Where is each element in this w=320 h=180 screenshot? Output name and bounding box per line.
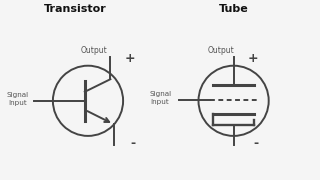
Text: Output: Output <box>81 46 108 55</box>
Text: Tube: Tube <box>219 4 248 14</box>
Text: Signal
Input: Signal Input <box>7 92 29 106</box>
Text: +: + <box>247 52 258 65</box>
Text: -: - <box>253 137 259 150</box>
Text: -: - <box>130 137 135 150</box>
Text: Signal
Input: Signal Input <box>149 91 171 105</box>
Text: Output: Output <box>207 46 234 55</box>
Text: Transistor: Transistor <box>44 4 107 14</box>
Text: +: + <box>124 52 135 65</box>
